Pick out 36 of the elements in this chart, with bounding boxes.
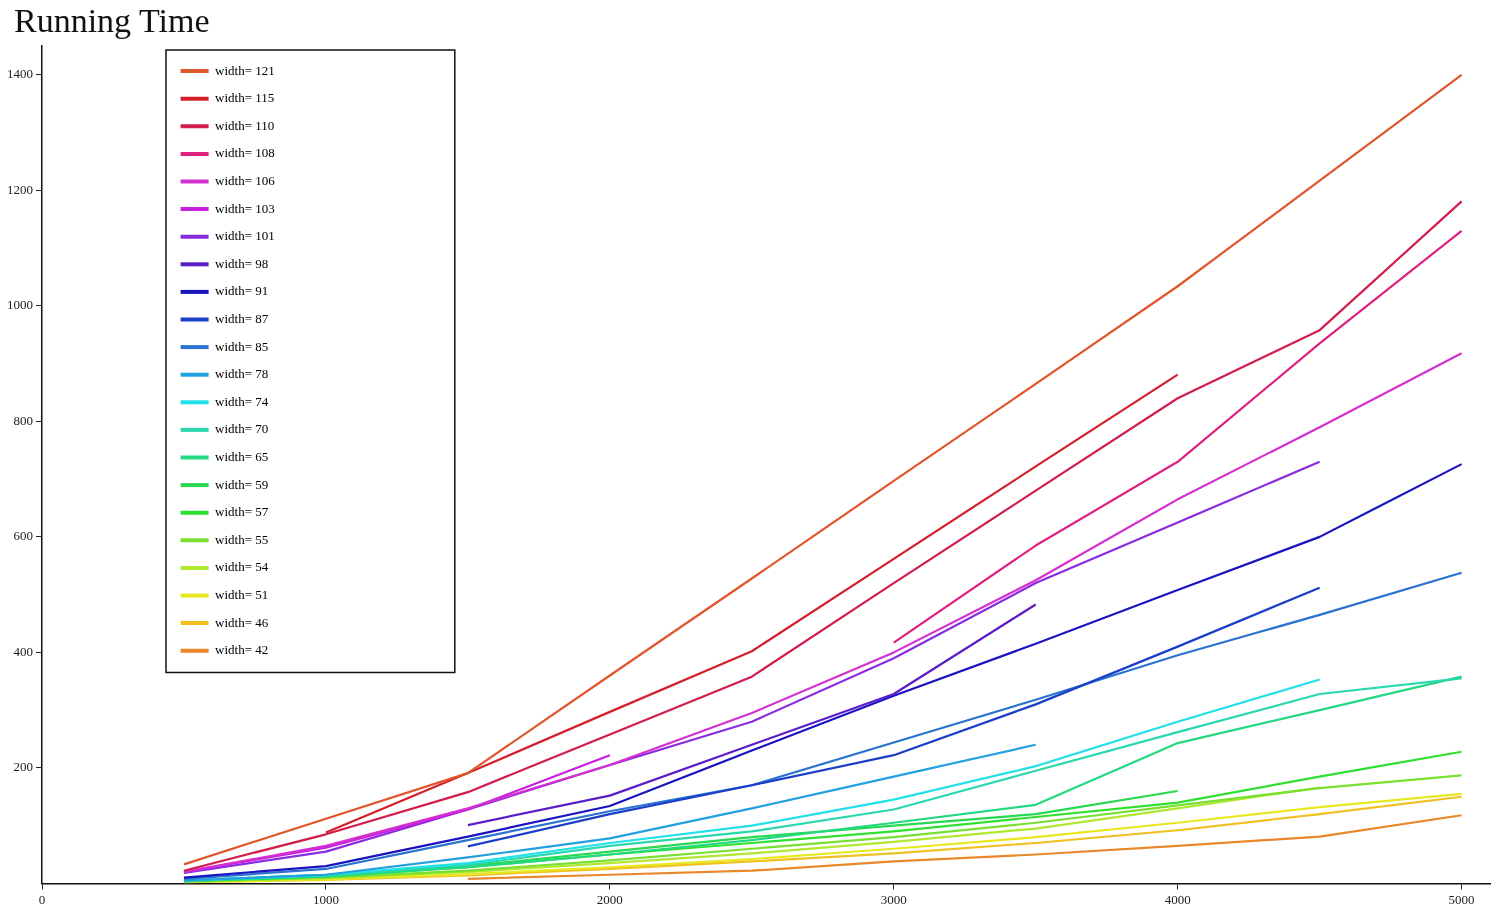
legend-label: width= 78 (215, 366, 269, 382)
legend-label: width= 106 (215, 172, 276, 188)
y-tick-label: 200 (13, 759, 33, 775)
y-tick-label: 1200 (7, 181, 33, 197)
legend-label: width= 55 (215, 531, 269, 547)
x-tick-label: 2000 (596, 891, 623, 907)
legend-label: width= 98 (215, 255, 269, 271)
legend-label: width= 70 (215, 421, 269, 437)
legend-label: width= 65 (215, 448, 269, 464)
legend-label: width= 91 (215, 283, 269, 299)
legend-label: width= 101 (215, 228, 275, 244)
y-tick-label: 1400 (7, 66, 33, 82)
legend-label: width= 74 (215, 393, 269, 409)
legend-label: width= 115 (215, 90, 275, 106)
legend-label: width= 59 (215, 476, 269, 492)
legend-label: width= 54 (215, 559, 269, 575)
x-tick-label: 4000 (1164, 891, 1191, 907)
x-tick-label: 0 (38, 891, 46, 907)
legend-label: width= 121 (215, 62, 275, 78)
chart-title: Running Time (14, 2, 210, 40)
x-tick-label: 1000 (312, 891, 339, 907)
legend-label: width= 42 (215, 642, 269, 658)
y-tick-label: 1000 (7, 297, 33, 313)
legend-label: width= 57 (215, 504, 269, 520)
y-tick-label: 600 (13, 528, 33, 544)
y-tick-label: 800 (13, 412, 33, 428)
legend-label: width= 46 (215, 614, 269, 630)
x-tick-label: 5000 (1448, 891, 1475, 907)
legend-label: width= 87 (215, 310, 269, 326)
legend-label: width= 108 (215, 145, 275, 161)
legend-label: width= 110 (215, 117, 275, 133)
legend-label: width= 103 (215, 200, 275, 216)
legend-label: width= 51 (215, 586, 269, 602)
x-tick-label: 3000 (880, 891, 907, 907)
legend-label: width= 85 (215, 338, 269, 354)
y-tick-label: 400 (13, 643, 33, 659)
